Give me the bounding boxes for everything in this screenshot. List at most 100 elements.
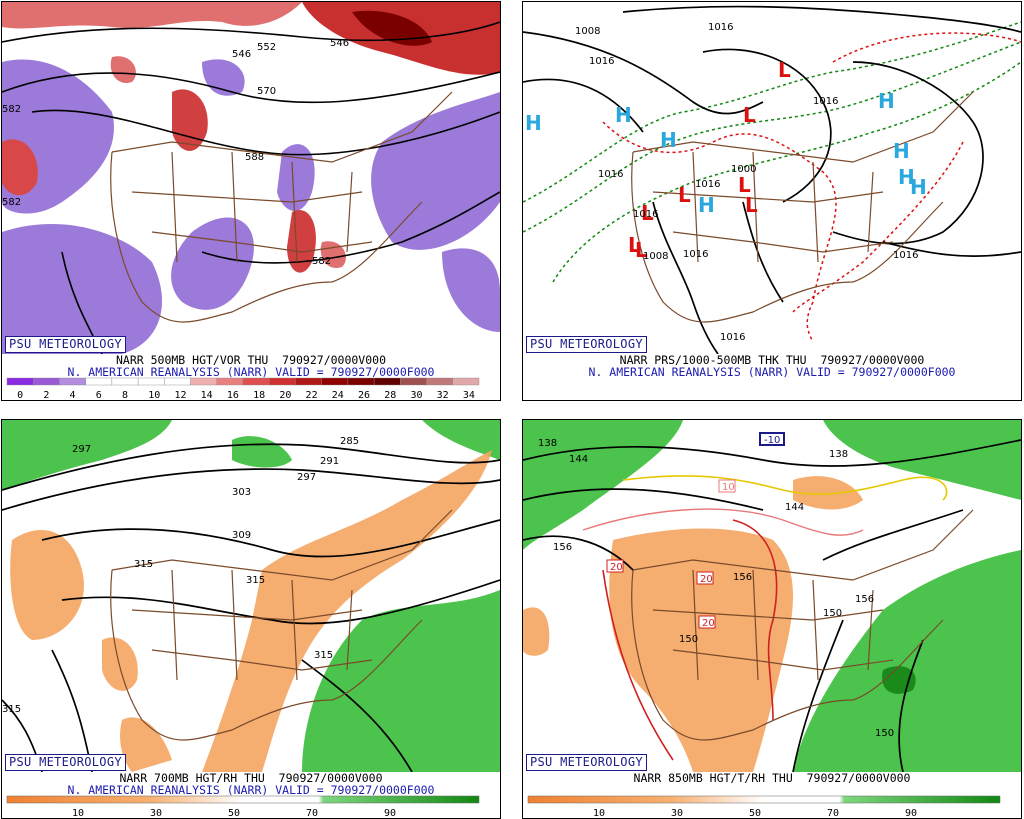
scale-label: 18 — [253, 390, 265, 400]
contour-label: 156 — [855, 594, 874, 605]
scale-swatch — [33, 377, 60, 386]
scale-label: 30 — [671, 808, 683, 818]
high-pressure-marker: H — [898, 165, 915, 189]
scale-label: 8 — [122, 390, 128, 400]
scale-swatch — [137, 377, 165, 386]
contour-label: 552 — [257, 42, 276, 53]
high-pressure-marker: H — [525, 111, 542, 135]
temperature-label: 20 — [700, 574, 713, 585]
contour-label: 315 — [246, 575, 265, 586]
contour-label: 138 — [538, 438, 557, 449]
low-pressure-marker: L — [678, 183, 691, 207]
isobar-label: 1016 — [893, 250, 918, 261]
scale-swatch — [269, 377, 296, 386]
scale-label: 34 — [463, 390, 475, 400]
scale-label: 26 — [358, 390, 370, 400]
contour-label: 297 — [297, 472, 316, 483]
contour-label: 156 — [553, 542, 572, 553]
psu-meteorology-badge: PSU METEOROLOGY — [5, 336, 126, 353]
isobar-label: 1016 — [708, 22, 733, 33]
scale-label: 6 — [96, 390, 102, 400]
scale-swatch — [111, 377, 139, 386]
caption-line2: N. AMERICAN REANALYSIS (NARR) VALID = 79… — [67, 783, 435, 797]
isobar-label: 1000 — [731, 164, 756, 175]
temperature-label: 20 — [702, 618, 715, 629]
isobar-label: 1016 — [633, 209, 658, 220]
panel-500mb-vorticity: 552 570 588 582 582 582 546 546 PSU METE… — [1, 1, 501, 401]
contour-label: 315 — [134, 559, 153, 570]
scale-label: 90 — [905, 808, 917, 818]
contour-label: 303 — [232, 487, 251, 498]
scale-label: 10 — [72, 808, 84, 818]
scale-swatch — [452, 377, 480, 386]
contour-label: 144 — [785, 502, 804, 513]
scale-swatch — [426, 377, 453, 386]
contour-label: 285 — [340, 436, 359, 447]
scale-swatch — [295, 377, 322, 386]
map-500mb: 552 570 588 582 582 582 546 546 — [2, 2, 500, 354]
caption-line1: NARR 850MB HGT/T/RH THU 790927/0000V000 — [633, 771, 911, 785]
contour-label: 297 — [72, 444, 91, 455]
contour-label: 309 — [232, 530, 251, 541]
contour-label: 582 — [2, 197, 21, 208]
low-pressure-marker: L — [628, 233, 641, 257]
scale-label: 24 — [332, 390, 344, 400]
scale-label: 30 — [150, 808, 162, 818]
high-pressure-marker: H — [910, 175, 927, 199]
isobar-label: 1016 — [720, 332, 745, 343]
isobar-label: 1016 — [598, 169, 623, 180]
scale-swatch — [373, 377, 401, 386]
isobar-label: 1016 — [813, 96, 838, 107]
high-pressure-marker: H — [660, 128, 677, 152]
panel-sea-level-pressure-thickness: H H H H H H H H L L L L L L L L 1016 100… — [522, 1, 1022, 401]
psu-meteorology-badge: PSU METEOROLOGY — [526, 754, 647, 771]
scale-label: 10 — [593, 808, 605, 818]
contour-label: 582 — [2, 104, 21, 115]
contour-label: 588 — [245, 152, 264, 163]
isobar-label: 1008 — [575, 26, 600, 37]
caption-line2: N. AMERICAN REANALYSIS (NARR) VALID = 79… — [588, 365, 956, 379]
vorticity-color-scale: 0 2 4 6 8 10 12 14 16 18 20 22 24 26 28 30 32 34 — [6, 377, 480, 400]
contour-label: 315 — [314, 650, 333, 661]
humidity-color-scale: 10 30 50 70 90 — [527, 795, 1001, 818]
high-pressure-marker: H — [878, 89, 895, 113]
low-pressure-marker: L — [738, 173, 751, 197]
isobar-label: 1016 — [695, 179, 720, 190]
high-pressure-marker: H — [615, 103, 632, 127]
map-850mb: 138 144 138 144 156 156 150 150 156 150 … — [523, 420, 1021, 772]
scale-label: 20 — [279, 390, 291, 400]
low-pressure-marker: L — [745, 193, 758, 217]
caption-line1: NARR PRS/1000-500MB THK THU 790927/0000V… — [619, 353, 925, 367]
scale-label: 10 — [148, 390, 160, 400]
scale-swatch — [242, 377, 270, 386]
contour-label: 144 — [569, 454, 588, 465]
scale-label: 28 — [384, 390, 396, 400]
caption-line1: NARR 500MB HGT/VOR THU 790927/0000V000 — [115, 353, 387, 367]
humidity-color-scale: 10 30 50 70 90 — [6, 795, 480, 818]
scale-swatch — [190, 377, 217, 386]
contour-label: 315 — [2, 704, 21, 715]
scale-label: 4 — [70, 390, 76, 400]
scale-label: 2 — [43, 390, 49, 400]
panel-700mb-humidity: 297 285 291 297 303 309 315 315 315 315 … — [1, 419, 501, 819]
scale-label: 70 — [306, 808, 318, 818]
scale-label: 70 — [827, 808, 839, 818]
scale-swatch — [216, 377, 244, 386]
low-pressure-marker: L — [635, 238, 648, 262]
contour-label: 138 — [829, 449, 848, 460]
contour-label: 582 — [312, 256, 331, 267]
panel-850mb-temperature-humidity: 138 144 138 144 156 156 150 150 156 150 … — [522, 419, 1022, 819]
scale-bar — [6, 795, 480, 804]
caption-line1: NARR 700MB HGT/RH THU 790927/0000V000 — [119, 771, 383, 785]
temperature-label: 20 — [610, 562, 623, 573]
scale-swatch — [164, 377, 191, 386]
low-pressure-marker: L — [641, 201, 654, 225]
scale-swatch — [400, 377, 427, 386]
isobar-label: 1016 — [589, 56, 614, 67]
temperature-label: -10 — [764, 435, 780, 446]
scale-swatch — [6, 377, 34, 386]
high-pressure-marker: H — [893, 139, 910, 163]
scale-label: 14 — [201, 390, 213, 400]
low-pressure-marker: L — [778, 58, 791, 82]
isobar-label: 1008 — [643, 251, 668, 262]
